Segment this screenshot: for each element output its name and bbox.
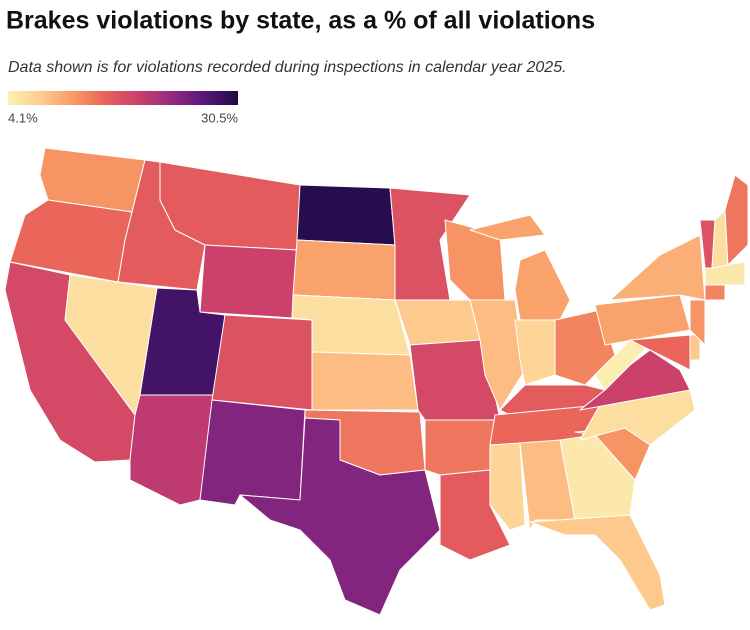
legend-min-label: 4.1%	[8, 110, 38, 125]
state	[296, 184, 396, 246]
chart-title: Brakes violations by state, as a % of al…	[6, 7, 595, 35]
state	[514, 249, 571, 321]
state	[199, 399, 306, 506]
state	[239, 417, 441, 616]
state	[529, 514, 666, 611]
state	[311, 351, 419, 411]
state	[389, 187, 471, 301]
state	[514, 319, 556, 386]
state	[394, 299, 481, 346]
state	[424, 419, 501, 476]
state	[704, 284, 726, 301]
legend-max-label: 30.5%	[201, 110, 238, 125]
state	[211, 314, 313, 411]
state	[199, 244, 298, 319]
state	[689, 299, 706, 346]
state	[724, 174, 749, 266]
state	[609, 234, 706, 301]
state	[469, 214, 546, 241]
state	[629, 334, 691, 371]
state	[292, 239, 396, 301]
states	[4, 147, 749, 616]
legend-ramp	[8, 91, 238, 105]
chart-subtitle: Data shown is for violations recorded du…	[8, 59, 567, 76]
